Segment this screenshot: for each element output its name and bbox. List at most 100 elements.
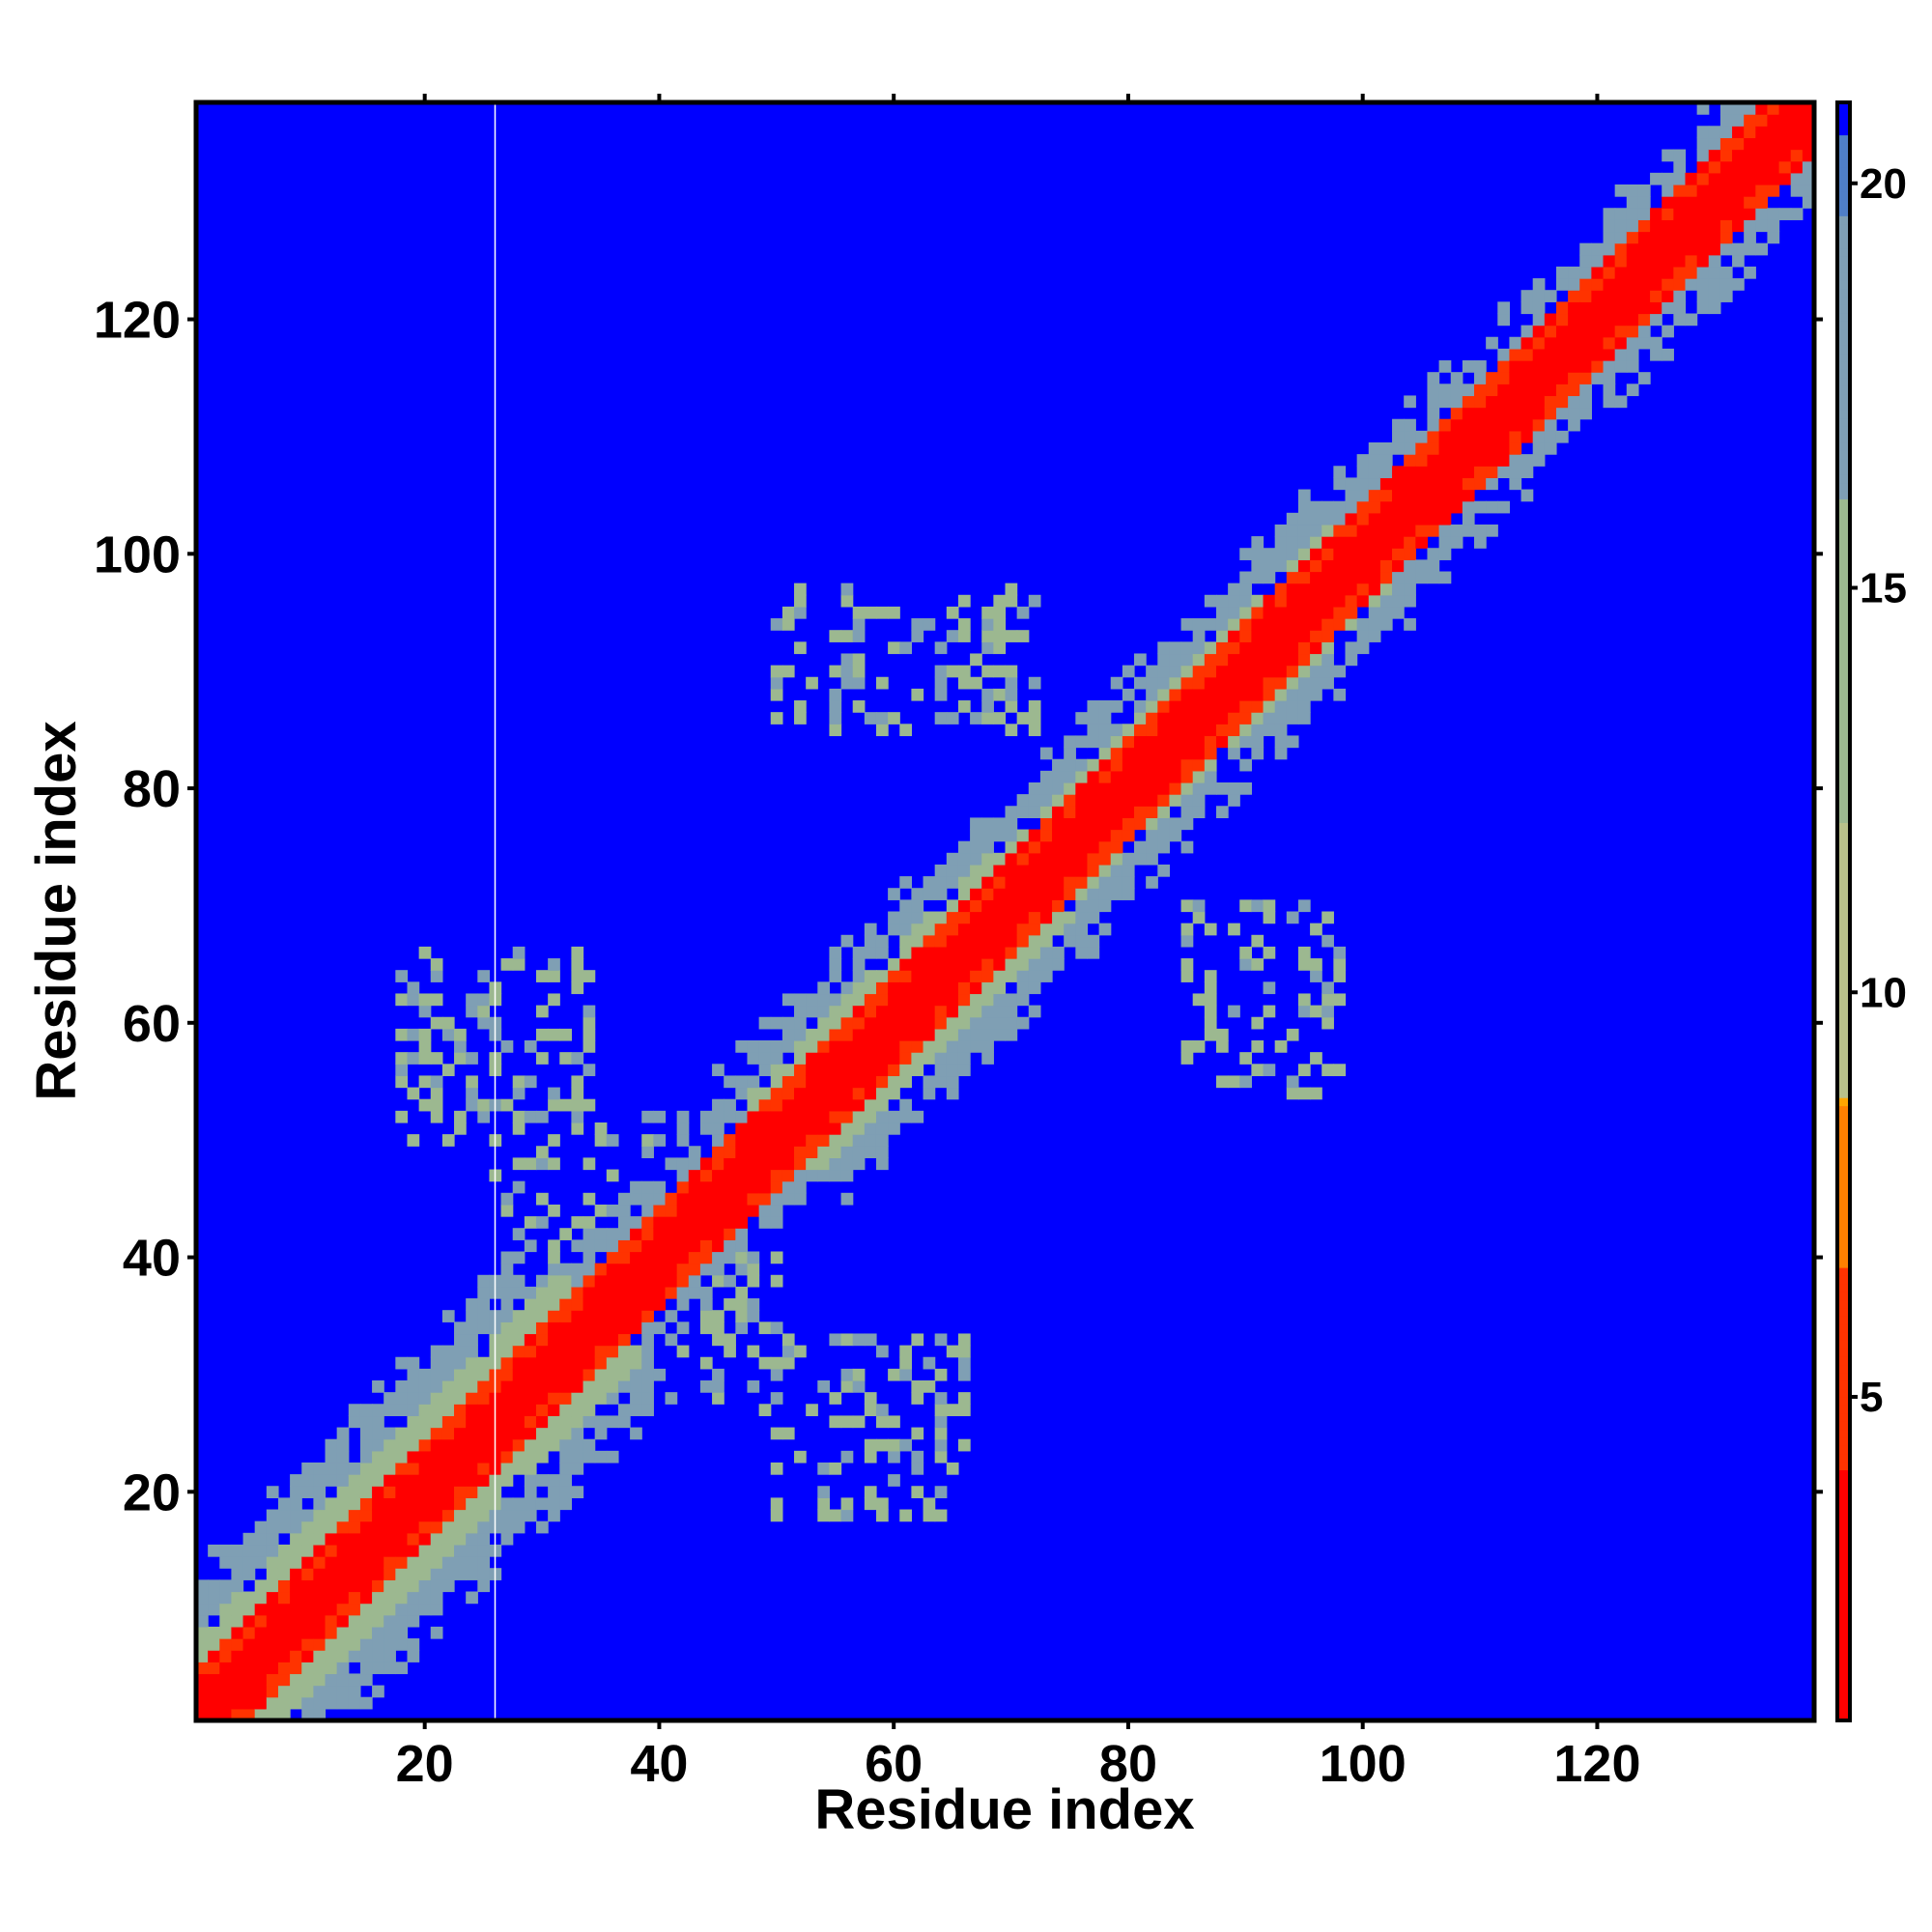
heatmap-cell [535, 1438, 549, 1452]
heatmap-cell [806, 1005, 818, 1018]
heatmap-cell [911, 1052, 924, 1065]
heatmap-cell [641, 1216, 654, 1229]
colorbar-segment [1837, 530, 1850, 540]
heatmap-cell [840, 981, 854, 995]
heatmap-cell [277, 1509, 291, 1522]
heatmap-cell [1321, 641, 1334, 655]
heatmap-cell [957, 840, 971, 854]
heatmap-cell [923, 1028, 936, 1041]
heatmap-cell [1180, 724, 1194, 737]
heatmap-cell [1321, 548, 1334, 560]
heatmap-cell [1509, 395, 1522, 409]
heatmap-cell [1321, 1016, 1334, 1030]
heatmap-cell [1614, 208, 1628, 220]
heatmap-cell [1005, 1028, 1018, 1041]
heatmap-cell [430, 970, 443, 982]
heatmap-cell [1345, 489, 1358, 502]
heatmap-cell [957, 934, 971, 948]
heatmap-cell [1169, 724, 1182, 737]
heatmap-cell [794, 1169, 807, 1182]
heatmap-cell [1744, 172, 1756, 185]
heatmap-cell [1016, 958, 1030, 971]
heatmap-cell [441, 1450, 455, 1463]
heatmap-cell [559, 1321, 573, 1335]
heatmap-cell [1263, 559, 1276, 573]
heatmap-cell [911, 888, 924, 900]
heatmap-cell [559, 1427, 573, 1440]
heatmap-cell [981, 817, 994, 831]
heatmap-cell [301, 1486, 314, 1498]
heatmap-cell [781, 1345, 795, 1358]
heatmap-cell [348, 1696, 361, 1710]
heatmap-cell [770, 1251, 783, 1264]
heatmap-cell [1028, 911, 1041, 924]
heatmap-cell [1368, 548, 1381, 560]
heatmap-cell [418, 993, 432, 1007]
heatmap-cell [1192, 781, 1206, 795]
heatmap-cell [1673, 313, 1687, 327]
heatmap-cell [594, 1239, 608, 1253]
heatmap-cell [1028, 899, 1041, 913]
heatmap-cell [254, 1520, 268, 1534]
heatmap-cell [852, 946, 866, 959]
heatmap-cell [242, 1650, 256, 1662]
colorbar-segment [1837, 741, 1850, 751]
colorbar-segment [1837, 1089, 1850, 1098]
heatmap-cell [1039, 946, 1053, 959]
heatmap-cell [957, 993, 971, 1007]
heatmap-cell [1650, 336, 1662, 350]
heatmap-cell [1297, 665, 1311, 678]
heatmap-cell [770, 1087, 783, 1100]
heatmap-cell [1614, 266, 1628, 279]
heatmap-cell [1673, 301, 1687, 315]
heatmap-cell [1263, 712, 1276, 724]
heatmap-cell [1204, 781, 1217, 795]
heatmap-cell [500, 1192, 514, 1206]
heatmap-cell [888, 981, 900, 995]
heatmap-cell [1368, 466, 1381, 479]
heatmap-cell [840, 1415, 854, 1429]
heatmap-cell [1356, 618, 1370, 631]
heatmap-cell [336, 1568, 350, 1580]
heatmap-cell [1016, 899, 1030, 913]
heatmap-cell [441, 1568, 455, 1580]
heatmap-cell [266, 1626, 279, 1639]
heatmap-cell [1005, 970, 1018, 982]
heatmap-cell [372, 1544, 384, 1557]
x-tick-label: 60 [865, 1735, 923, 1793]
heatmap-cell [1110, 794, 1123, 807]
heatmap-cell [806, 1146, 818, 1158]
colorbar-segment [1837, 158, 1850, 168]
heatmap-cell [676, 1274, 690, 1288]
heatmap-cell [336, 1438, 350, 1452]
heatmap-cell [1286, 700, 1299, 713]
heatmap-cell [254, 1626, 268, 1639]
heatmap-cell [441, 1486, 455, 1498]
heatmap-cell [970, 876, 982, 889]
heatmap-cell [1239, 653, 1252, 667]
heatmap-cell [1239, 548, 1252, 560]
heatmap-cell [1204, 923, 1217, 936]
colorbar-segment [1837, 369, 1850, 379]
heatmap-cell [1028, 1005, 1041, 1018]
heatmap-cell [384, 1626, 396, 1639]
colorbar-segment [1837, 1695, 1850, 1705]
heatmap-cell [676, 1122, 690, 1135]
heatmap-cell [1146, 712, 1158, 724]
heatmap-cell [899, 1075, 912, 1089]
heatmap-cell [325, 1685, 338, 1698]
heatmap-cell [582, 1263, 596, 1276]
heatmap-cell [1662, 184, 1674, 197]
heatmap-cell [441, 1380, 455, 1393]
heatmap-cell [1274, 653, 1288, 667]
heatmap-cell [535, 970, 549, 982]
heatmap-cell [934, 1392, 948, 1405]
heatmap-cell [524, 1404, 537, 1417]
heatmap-cell [1146, 876, 1158, 889]
heatmap-cell [384, 1486, 396, 1498]
heatmap-cell [430, 1368, 443, 1381]
colorbar-segment [1837, 1615, 1850, 1625]
heatmap-cell [266, 1696, 279, 1710]
heatmap-cell [1039, 970, 1053, 982]
heatmap-cell [277, 1591, 291, 1605]
